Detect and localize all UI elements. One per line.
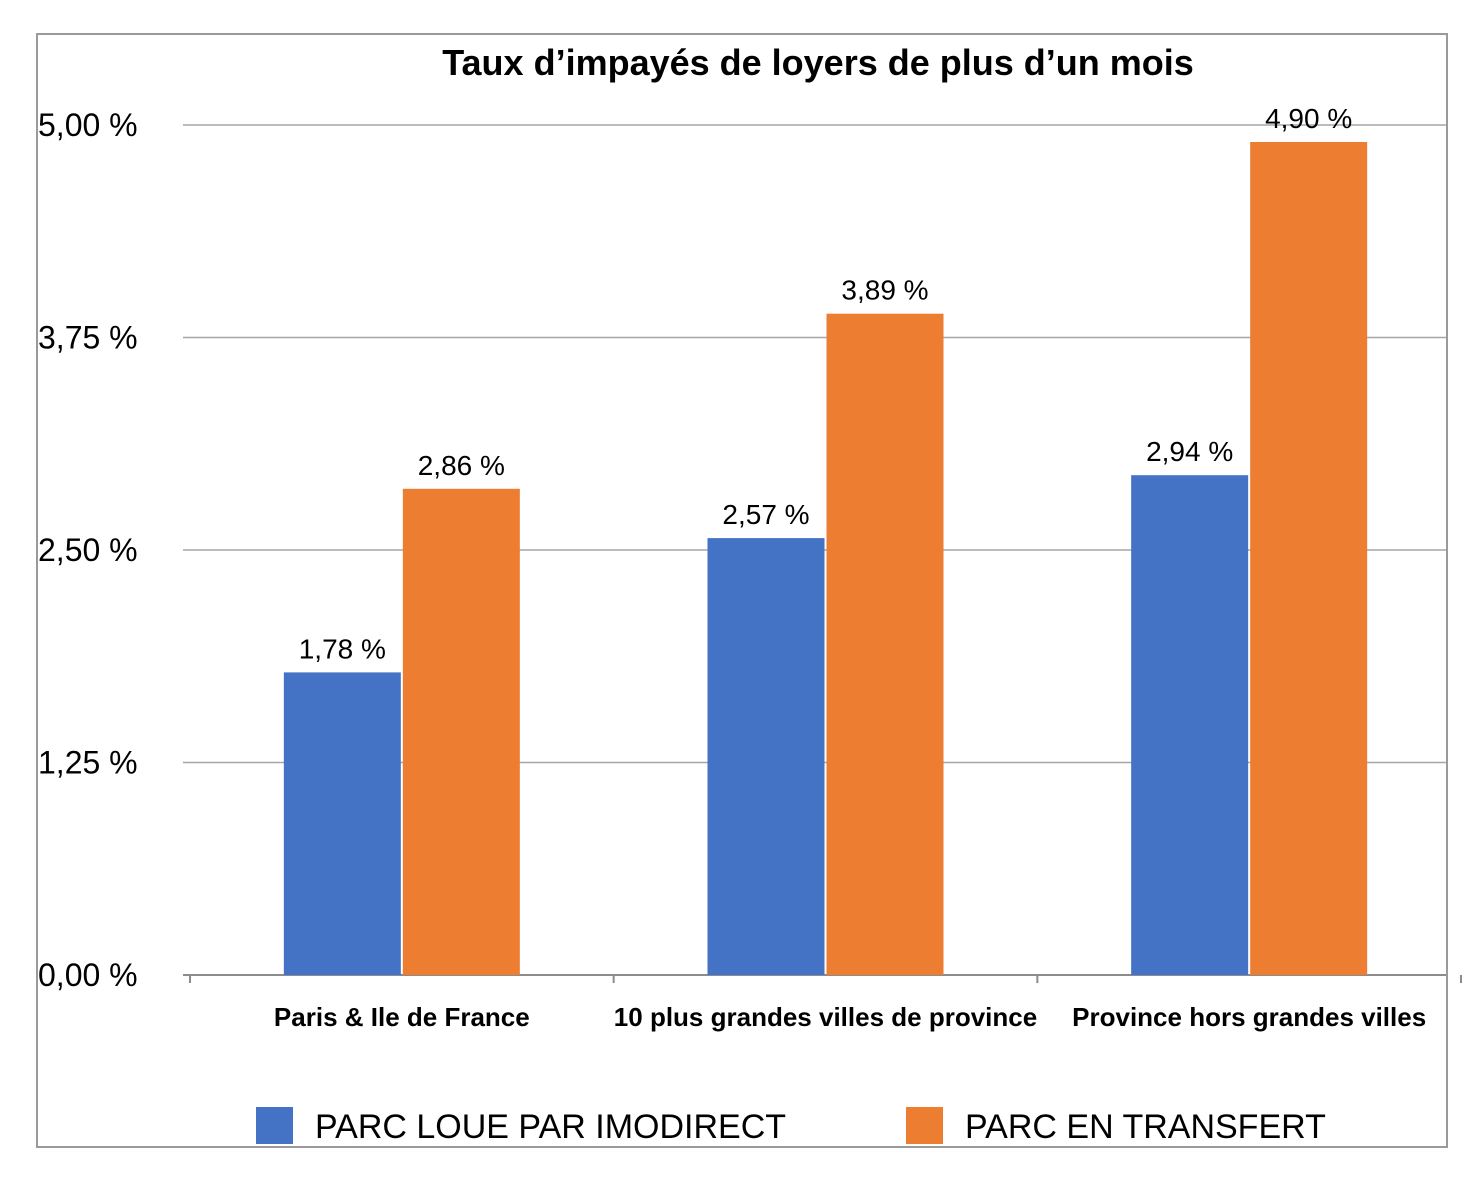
data-label: 3,89 % [841,275,928,306]
data-label: 2,57 % [722,499,809,530]
legend-label: PARC LOUE PAR IMODIRECT [315,1108,786,1146]
x-axis: Paris & Ile de France 10 plus grandes vil… [189,975,1462,1032]
chart-title: Taux d’impayés de loyers de plus d’un mo… [442,42,1194,83]
data-label: 2,86 % [418,450,505,481]
bar [826,313,944,975]
y-tick-label: 5,00 % [38,107,138,143]
bar [402,488,520,975]
y-tick-label: 1,25 % [38,745,138,781]
legend: PARC LOUE PAR IMODIRECT PARC EN TRANSFERT [256,1107,1326,1146]
data-label: 4,90 % [1265,103,1352,134]
legend-label: PARC EN TRANSFERT [965,1108,1326,1146]
legend-swatch [256,1107,293,1144]
x-category-label: Province hors grandes villes [1072,1002,1426,1032]
y-tick-label: 2,50 % [38,532,138,568]
y-tick-label: 3,75 % [38,320,138,356]
y-axis-ticks: 0,00 % 1,25 % 2,50 % 3,75 % 5,00 % [38,107,138,993]
data-labels: 1,78 % 2,57 % 2,94 % 2,86 % 3,89 % 4,90 % [299,103,1353,664]
legend-swatch [906,1107,943,1144]
bars [283,142,1368,975]
x-category-label: Paris & Ile de France [274,1002,530,1032]
data-label: 2,94 % [1146,436,1233,467]
bar [1131,475,1249,975]
bar [283,672,401,975]
bar [1250,142,1368,975]
y-tick-label: 0,00 % [38,957,138,993]
data-label: 1,78 % [299,633,386,664]
x-category-label: 10 plus grandes villes de province [614,1002,1037,1032]
bar [707,538,825,975]
